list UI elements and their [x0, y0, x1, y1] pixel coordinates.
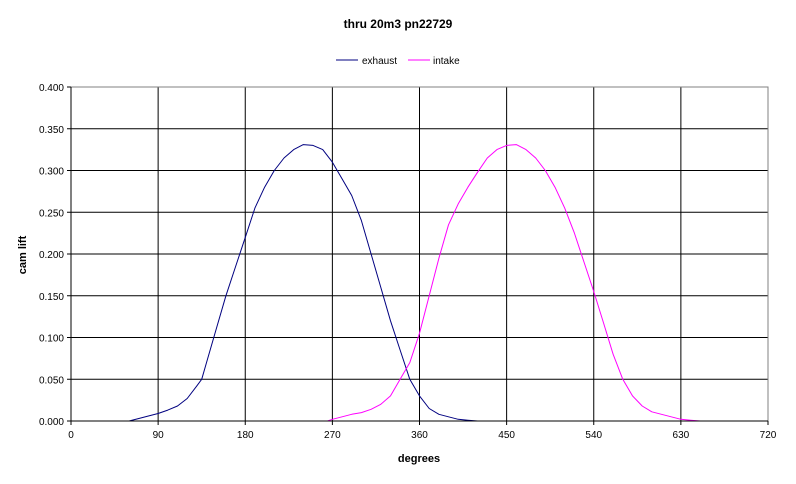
y-tick-label: 0.300: [39, 167, 64, 178]
x-tick-label: 270: [324, 430, 341, 441]
legend: exhaust intake: [336, 56, 460, 67]
x-tick-label: 0: [68, 430, 74, 441]
chart-title: thru 20m3 pn22729: [344, 17, 453, 31]
y-tick-label: 0.200: [39, 250, 64, 261]
x-tick-label: 180: [237, 430, 254, 441]
y-tick-label: 0.350: [39, 125, 64, 136]
legend-label-exhaust: exhaust: [362, 56, 397, 67]
y-tick-label: 0.400: [39, 83, 64, 94]
y-axis: 0.000 0.050 0.100 0.150 0.200 0.250 0.300 0.350…: [39, 83, 72, 428]
y-tick-label: 0.100: [39, 334, 64, 345]
series-line-intake: [327, 144, 701, 422]
y-tick-label: 0.250: [39, 208, 64, 219]
legend-label-intake: intake: [433, 56, 460, 67]
series-line-exhaust: [128, 144, 478, 422]
series-layer: [128, 144, 701, 422]
x-tick-label: 360: [411, 430, 428, 441]
y-tick-label: 0.150: [39, 292, 64, 303]
x-tick-label: 450: [498, 430, 515, 441]
y-tick-label: 0.050: [39, 375, 64, 386]
grid: [71, 87, 768, 421]
x-axis: 0 90 180 270 360 450 540 630 720: [68, 420, 777, 441]
x-tick-label: 630: [673, 430, 690, 441]
x-tick-label: 540: [585, 430, 602, 441]
y-tick-label: 0.000: [39, 417, 64, 428]
y-axis-title: cam lift: [17, 235, 29, 274]
x-tick-label: 90: [153, 430, 165, 441]
x-axis-title: degrees: [398, 453, 440, 465]
x-tick-label: 720: [760, 430, 777, 441]
